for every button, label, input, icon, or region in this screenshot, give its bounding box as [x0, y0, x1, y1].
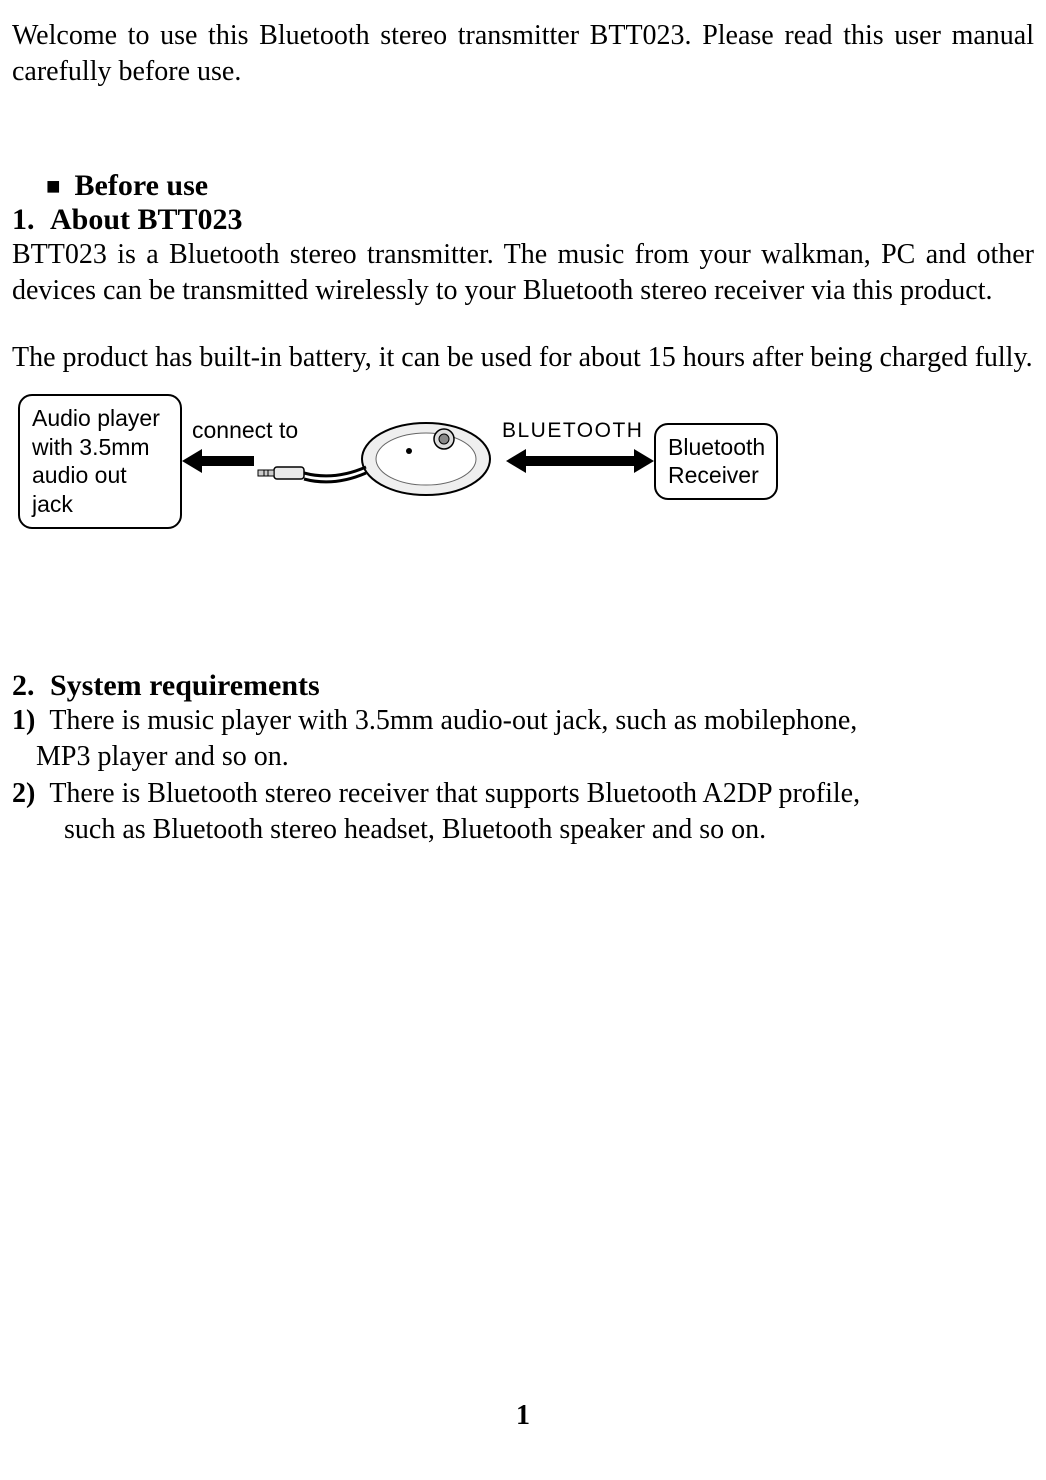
bluetooth-arrow: BLUETOOTH — [506, 449, 654, 473]
about-paragraph-1: BTT023 is a Bluetooth stereo transmitter… — [12, 237, 1034, 310]
about-paragraph-2: The product has built-in battery, it can… — [12, 340, 1034, 376]
about-heading: 1.About BTT023 — [12, 203, 1034, 237]
sysreq-item-2: 2) There is Bluetooth stereo receiver th… — [12, 776, 1034, 849]
sysreq-heading-title: System requirements — [50, 669, 320, 702]
bluetooth-receiver-box: Bluetooth Receiver — [654, 423, 778, 501]
sysreq-item-1: 1) There is music player with 3.5mm audi… — [12, 703, 1034, 776]
about-heading-title: About BTT023 — [50, 203, 243, 236]
page-number: 1 — [0, 1400, 1046, 1432]
sysreq-item-1-line1: There is music player with 3.5mm audio-o… — [49, 705, 857, 736]
audio-player-box: Audio player with 3.5mm audio out jack — [18, 394, 182, 529]
sysreq-heading-num: 2. — [12, 669, 50, 703]
system-requirements-heading: 2.System requirements — [12, 669, 1034, 703]
sysreq-item-2-line1: There is Bluetooth stereo receiver that … — [49, 778, 860, 809]
bluetooth-label: BLUETOOTH — [502, 419, 643, 443]
sysreq-item-1-line2: MP3 player and so on. — [36, 739, 1034, 775]
before-use-heading: Before use — [46, 169, 1034, 203]
connect-to-arrow: connect to — [182, 449, 254, 473]
connection-diagram: Audio player with 3.5mm audio out jack c… — [12, 394, 1034, 529]
transmitter-device-icon — [254, 411, 506, 511]
sysreq-item-2-num: 2) — [12, 778, 35, 809]
sysreq-item-2-line2: such as Bluetooth stereo headset, Blueto… — [64, 812, 1034, 848]
about-heading-num: 1. — [12, 203, 50, 237]
intro-text: Welcome to use this Bluetooth stereo tra… — [12, 18, 1034, 91]
sysreq-item-1-num: 1) — [12, 705, 35, 736]
